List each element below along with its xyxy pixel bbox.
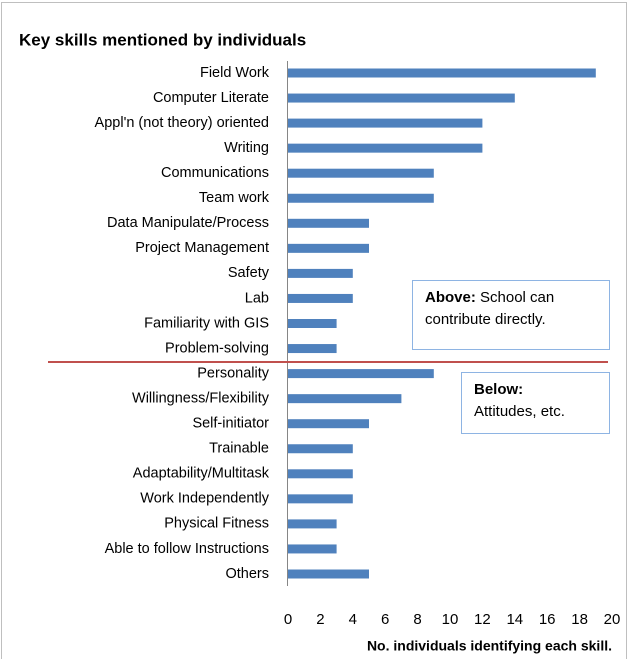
x-tick-label: 16 <box>539 611 556 628</box>
y-tick-label: Problem-solving <box>165 340 269 356</box>
y-tick-label: Project Management <box>135 240 269 256</box>
bar <box>288 494 353 504</box>
y-tick-label: Personality <box>197 365 269 381</box>
y-tick-label: Familiarity with GIS <box>144 315 269 331</box>
bar <box>288 344 337 354</box>
x-tick-label: 6 <box>381 611 389 628</box>
x-tick-label: 10 <box>442 611 459 628</box>
x-tick-label: 14 <box>506 611 523 628</box>
y-tick-label: Writing <box>224 140 269 156</box>
annotation-box: Below: Attitudes, etc. <box>461 372 610 434</box>
y-tick-label: Team work <box>199 190 270 206</box>
bar <box>288 319 337 328</box>
bar <box>288 419 369 429</box>
y-tick-label: Appl'n (not theory) oriented <box>95 115 269 131</box>
y-tick-label: Lab <box>245 290 269 306</box>
bar <box>288 293 353 303</box>
annotation-bold: Below: <box>474 381 524 398</box>
bar <box>288 243 369 253</box>
bar <box>288 218 369 228</box>
bar <box>288 193 434 203</box>
annotation-box: Above: School can contribute directly. <box>412 280 610 350</box>
chart-title: Key skills mentioned by individuals <box>19 30 306 49</box>
x-tick-label: 0 <box>284 611 292 628</box>
bar <box>288 143 483 153</box>
x-tick-label: 20 <box>604 611 621 628</box>
bar <box>288 569 369 579</box>
y-tick-label: Trainable <box>209 441 269 457</box>
annotation-text: Attitudes, etc. <box>474 403 565 420</box>
x-tick-label: 12 <box>474 611 491 628</box>
y-tick-label: Self-initiator <box>192 416 269 432</box>
x-tick-label: 2 <box>316 611 324 628</box>
x-tick-label: 4 <box>349 611 357 628</box>
y-tick-label: Communications <box>161 165 269 181</box>
bar <box>288 369 434 379</box>
bar <box>288 394 402 404</box>
bar <box>288 68 596 78</box>
x-axis-title: No. individuals identifying each skill. <box>367 638 612 654</box>
y-tick-label: Computer Literate <box>153 90 269 106</box>
x-tick-label: 18 <box>571 611 588 628</box>
bar <box>288 444 353 454</box>
y-tick-label: Field Work <box>200 65 270 81</box>
y-tick-label: Adaptability/Multitask <box>133 466 270 482</box>
y-tick-label: Safety <box>228 265 270 281</box>
bar <box>288 168 434 178</box>
y-tick-label: Physical Fitness <box>164 516 269 532</box>
y-tick-label: Data Manipulate/Process <box>107 215 269 231</box>
y-tick-label: Others <box>225 566 269 582</box>
x-tick-label: 8 <box>413 611 421 628</box>
annotation-bold: Above: <box>425 289 476 306</box>
bar <box>288 93 515 103</box>
y-tick-label: Able to follow Instructions <box>105 541 269 557</box>
annotation-text: School can contribute directly. <box>425 289 555 328</box>
y-tick-label: Work Independently <box>140 491 269 507</box>
bar <box>288 519 337 529</box>
bar <box>288 544 337 554</box>
y-tick-label: Willingness/Flexibility <box>132 390 270 406</box>
bar <box>288 268 353 278</box>
bar <box>288 469 353 479</box>
bar <box>288 118 483 128</box>
